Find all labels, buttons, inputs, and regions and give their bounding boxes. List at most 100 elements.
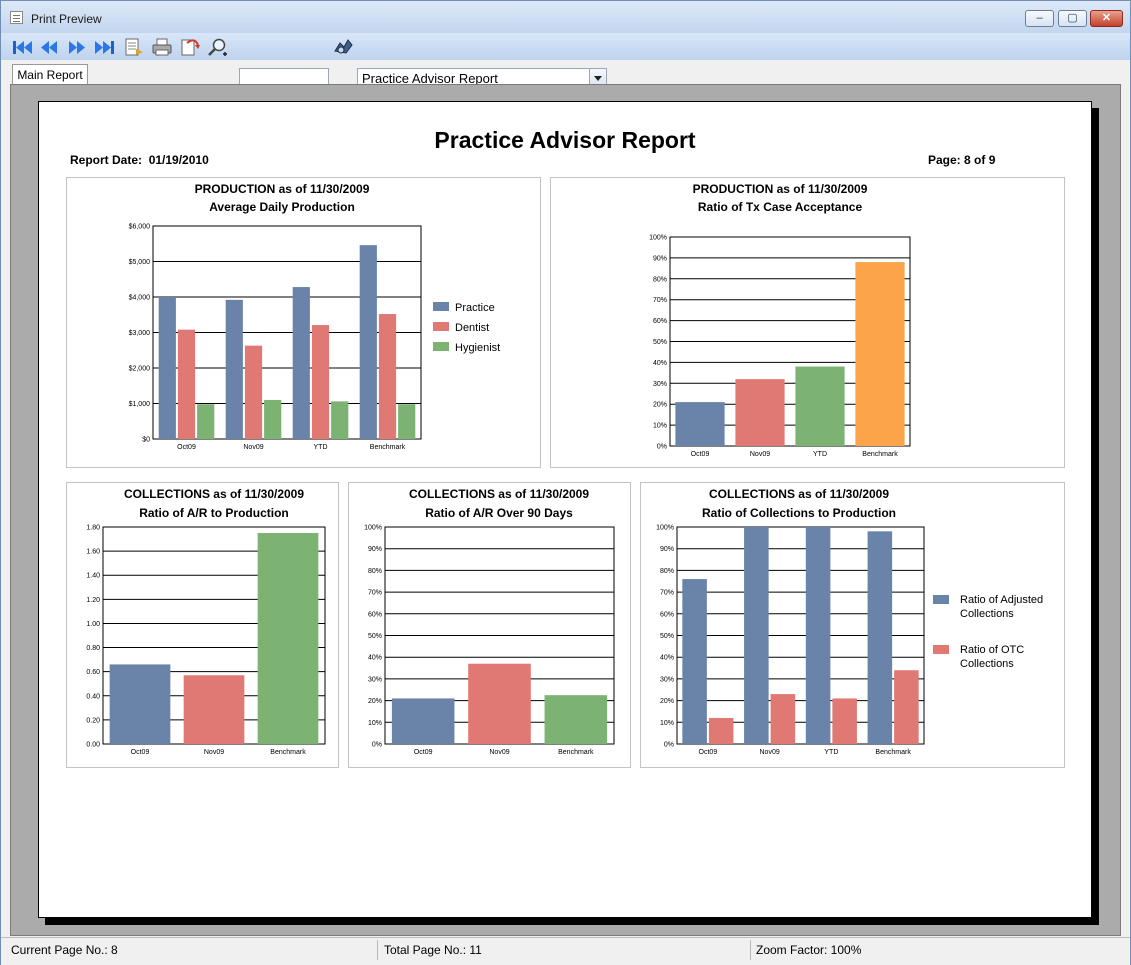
report-select-value: Practice Advisor Report: [362, 71, 498, 86]
status-zoom: Zoom Factor: 100%: [756, 943, 862, 957]
bar: [391, 698, 455, 744]
legend-swatch: [433, 342, 449, 351]
previous-page-icon[interactable]: [38, 37, 60, 57]
y-tick-label: 40%: [368, 655, 382, 662]
panel-tx-case-acceptance: PRODUCTION as of 11/30/2009 Ratio of Tx C…: [550, 177, 1065, 468]
status-bar: Current Page No.: 8 Total Page No.: 11 Z…: [1, 937, 1130, 965]
y-tick-label: 80%: [368, 568, 382, 575]
page-setup-icon[interactable]: [179, 37, 201, 57]
plot-frame: [676, 526, 925, 745]
bar: [197, 404, 215, 439]
y-tick-label: 10%: [368, 720, 382, 727]
x-tick-label: Benchmark: [558, 749, 594, 756]
x-tick-label: Benchmark: [370, 444, 406, 451]
x-tick-label: Nov09: [204, 749, 224, 756]
y-tick-label: 0.20: [86, 717, 100, 724]
status-total-pages: Total Page No.: 11: [384, 940, 751, 960]
y-tick-label: 0.00: [86, 742, 100, 749]
chart-subtitle: Ratio of Collections to Production: [702, 506, 896, 520]
bar: [770, 694, 796, 744]
y-tick-label: 0%: [664, 742, 674, 749]
x-tick-label: Oct09: [177, 444, 196, 451]
y-tick-label: 0%: [657, 444, 667, 451]
y-tick-label: 70%: [368, 590, 382, 597]
panel-ar-to-production: COLLECTIONS as of 11/30/2009 Ratio of A/R…: [66, 482, 339, 768]
y-tick-label: 1.20: [86, 597, 100, 604]
tab-main-report[interactable]: Main Report: [12, 64, 88, 84]
chart-title: COLLECTIONS as of 11/30/2009: [124, 487, 304, 501]
x-tick-label: Oct09: [131, 749, 150, 756]
page-label: Page:: [928, 153, 961, 167]
x-tick-label: Oct09: [691, 451, 710, 458]
y-tick-label: 50%: [660, 633, 674, 640]
minimize-button[interactable]: –: [1025, 10, 1054, 27]
bar: [795, 366, 845, 446]
chart-title: COLLECTIONS as of 11/30/2009: [709, 487, 889, 501]
bar: [225, 299, 243, 439]
y-tick-label: 60%: [368, 611, 382, 618]
next-page-icon[interactable]: [66, 37, 88, 57]
report-icon[interactable]: [332, 37, 354, 57]
plot-frame: [152, 225, 422, 440]
bar: [183, 675, 245, 744]
x-tick-label: Nov09: [489, 749, 509, 756]
bar: [855, 262, 905, 446]
first-page-icon[interactable]: [11, 37, 33, 57]
bar: [744, 527, 769, 744]
x-tick-label: YTD: [813, 451, 827, 458]
y-tick-label: 90%: [368, 546, 382, 553]
y-tick-label: 60%: [653, 318, 667, 325]
print-preview-icon: [10, 11, 23, 24]
y-tick-label: 0.40: [86, 693, 100, 700]
bar: [708, 717, 734, 744]
y-tick-label: 80%: [660, 568, 674, 575]
y-tick-label: $6,000: [129, 224, 151, 231]
avg-daily-production-chart: PRODUCTION as of 11/30/2009 Average Daily…: [129, 182, 501, 451]
ar-over-90-days-chart: COLLECTIONS as of 11/30/2009 Ratio of A/R…: [364, 487, 615, 756]
legend-label: Ratio of Adjusted Collections: [960, 594, 1043, 620]
x-tick-label: Nov09: [243, 444, 263, 451]
close-button[interactable]: ✕: [1090, 10, 1123, 27]
y-tick-label: 40%: [660, 655, 674, 662]
panel-collections-to-production: COLLECTIONS as of 11/30/2009 Ratio of Col…: [640, 482, 1065, 768]
bar: [264, 399, 282, 439]
export-icon[interactable]: [123, 37, 145, 57]
y-tick-label: 0.80: [86, 645, 100, 652]
x-tick-label: Benchmark: [875, 749, 911, 756]
y-tick-label: 80%: [653, 276, 667, 283]
status-current-page: Current Page No.: 8: [11, 940, 378, 960]
dropdown-arrow-icon[interactable]: [589, 69, 606, 88]
x-tick-label: Oct09: [414, 749, 433, 756]
bar: [158, 297, 176, 439]
y-tick-label: $4,000: [129, 295, 151, 302]
y-tick-label: 10%: [660, 720, 674, 727]
y-tick-label: 50%: [368, 633, 382, 640]
y-tick-label: 1.00: [86, 621, 100, 628]
last-page-icon[interactable]: [94, 37, 116, 57]
y-tick-label: $3,000: [129, 330, 151, 337]
zoom-icon[interactable]: [207, 37, 229, 57]
bar: [311, 325, 330, 439]
y-tick-label: 100%: [364, 525, 382, 532]
bar: [378, 314, 397, 439]
title-bar: Print Preview – ▢ ✕: [1, 1, 1130, 33]
bar: [867, 531, 893, 744]
ar-to-production-chart: COLLECTIONS as of 11/30/2009 Ratio of A/R…: [86, 487, 326, 756]
y-tick-label: 0%: [372, 742, 382, 749]
y-tick-label: 20%: [368, 698, 382, 705]
maximize-button[interactable]: ▢: [1058, 10, 1087, 27]
legend-label: Practice: [455, 302, 495, 314]
bar: [805, 527, 831, 744]
y-tick-label: 10%: [653, 423, 667, 430]
chart-title: PRODUCTION as of 11/30/2009: [195, 182, 370, 196]
report-date: Report Date: 01/19/2010: [70, 153, 209, 167]
report-page-number: Page: 8 of 9: [928, 153, 995, 167]
bar: [894, 670, 919, 744]
y-tick-label: 70%: [660, 590, 674, 597]
y-tick-label: 100%: [656, 525, 674, 532]
bar: [398, 404, 416, 439]
plot-frame: [669, 236, 911, 447]
print-icon[interactable]: [151, 37, 173, 57]
chart-title: PRODUCTION as of 11/30/2009: [693, 182, 868, 196]
bar: [735, 379, 785, 446]
